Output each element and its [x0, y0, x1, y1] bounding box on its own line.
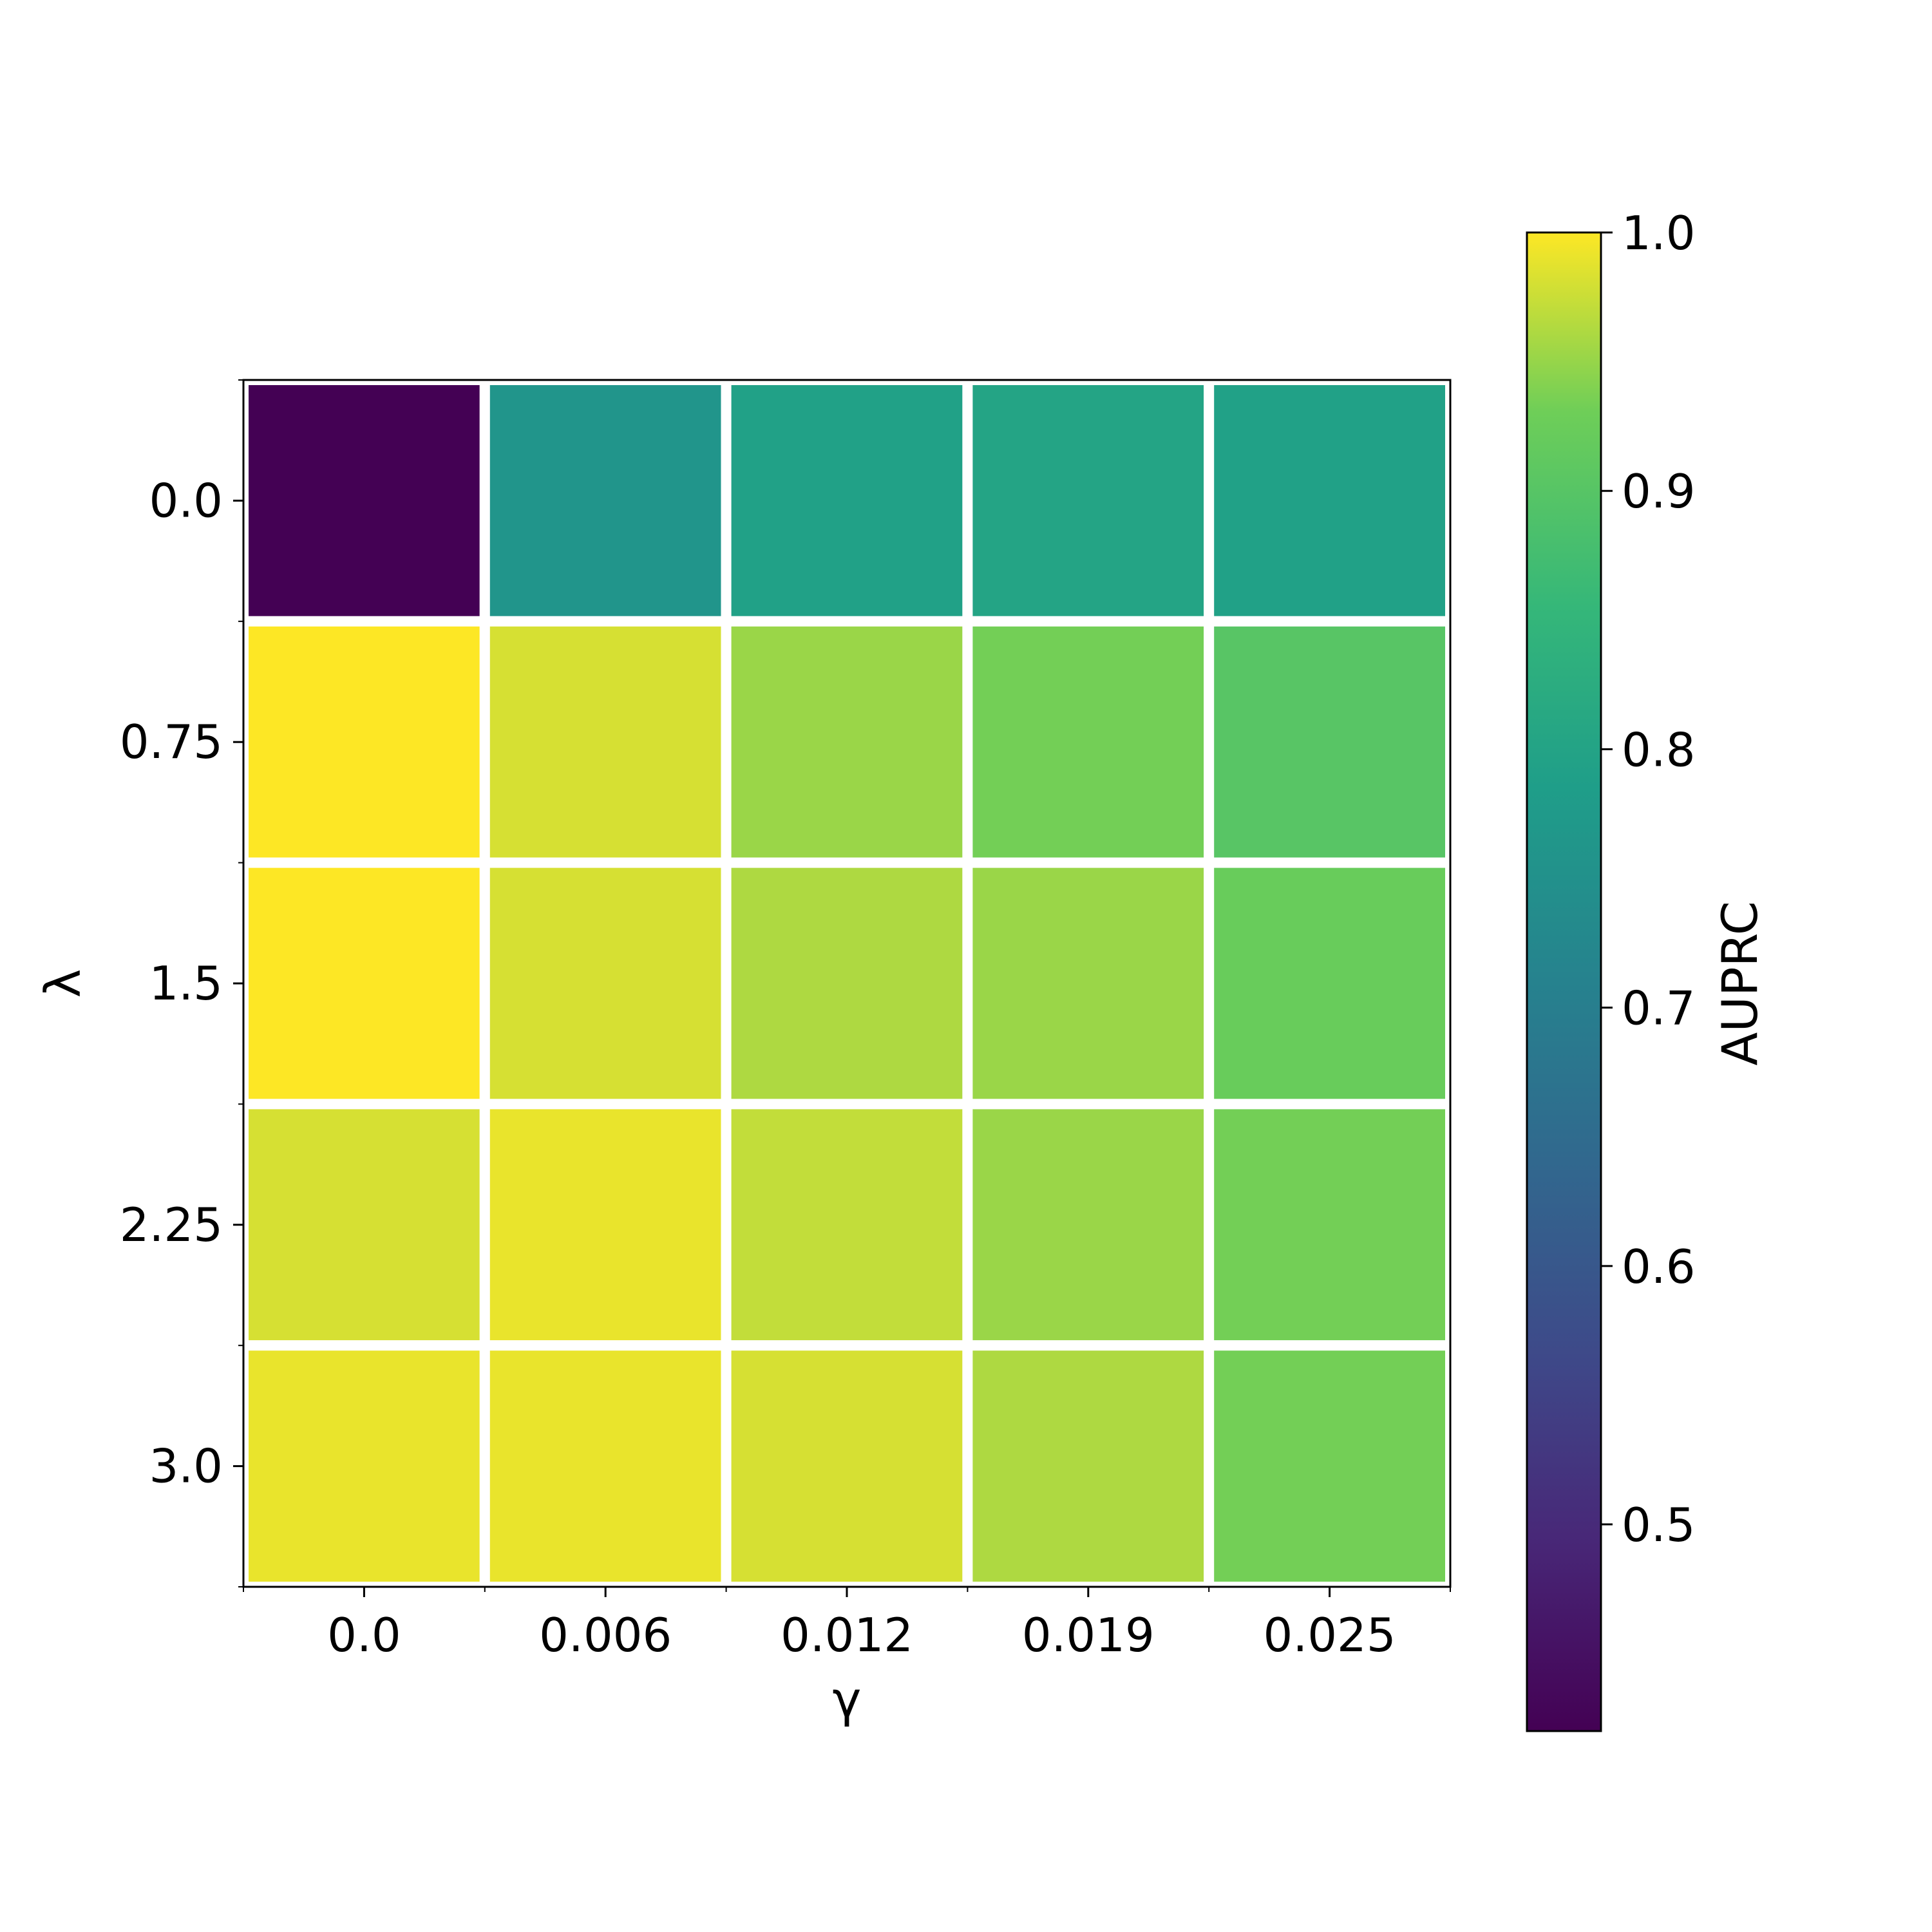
heatmap-cell [721, 857, 973, 1110]
heatmap-cell [721, 616, 973, 868]
y-tick-label: 0.75 [120, 715, 223, 769]
colorbar-ticks: 0.5 0.6 0.7 0.8 0.9 1.0 [1601, 206, 1696, 1552]
colorbar-tick-label: 0.6 [1622, 1240, 1696, 1294]
heatmap-cell [721, 1099, 973, 1351]
colorbar [1526, 231, 1602, 1732]
heatmap-cell [962, 1340, 1215, 1592]
y-tick-label: 2.25 [120, 1198, 223, 1252]
colorbar-label: AUPRC [1711, 901, 1768, 1066]
colorbar-tick-label: 1.0 [1622, 206, 1696, 260]
heatmap-cell [1204, 857, 1455, 1110]
heatmap-cell [479, 857, 732, 1110]
x-tick-label: 0.025 [1264, 1608, 1396, 1662]
heatmap-cell [962, 375, 1215, 627]
heatmap-cell [479, 375, 732, 627]
x-axis-label: γ [833, 1671, 862, 1728]
colorbar-tick-label: 0.8 [1622, 723, 1696, 777]
heatmap-cell [962, 1099, 1215, 1351]
colorbar-tick-label: 0.5 [1622, 1498, 1696, 1552]
heatmap-cell [238, 375, 490, 627]
heatmap-cell [721, 375, 973, 627]
y-tick-label: 3.0 [149, 1439, 223, 1493]
heatmap-cells [238, 375, 1455, 1592]
y-tick-label: 0.0 [149, 473, 223, 527]
heatmap-cell [1204, 1099, 1455, 1351]
heatmap-cell [238, 1099, 490, 1351]
colorbar-tick-label: 0.9 [1622, 464, 1696, 518]
heatmap-cell [1204, 616, 1455, 868]
heatmap-cell [238, 616, 490, 868]
heatmap-cell [479, 1099, 732, 1351]
heatmap-cell [962, 857, 1215, 1110]
y-axis-label: λ [34, 969, 91, 998]
heatmap-cell [1204, 375, 1455, 627]
colorbar-tick-label: 0.7 [1622, 981, 1696, 1036]
heatmap-cell [721, 1340, 973, 1592]
y-axis-ticks: 0.0 0.75 1.5 2.25 3.0 [120, 379, 243, 1587]
y-tick-label: 1.5 [149, 956, 223, 1010]
heatmap-cell [479, 616, 732, 868]
heatmap-cell [1204, 1340, 1455, 1592]
x-tick-label: 0.0 [327, 1608, 401, 1662]
heatmap-cell [962, 616, 1215, 868]
x-tick-label: 0.019 [1022, 1608, 1155, 1662]
x-axis-ticks: 0.0 0.006 0.012 0.019 0.025 [243, 1587, 1451, 1662]
x-tick-label: 0.006 [539, 1608, 672, 1662]
heatmap-cell [238, 1340, 490, 1592]
x-tick-label: 0.012 [781, 1608, 913, 1662]
heatmap-cell [479, 1340, 732, 1592]
heatmap-cell [238, 857, 490, 1110]
